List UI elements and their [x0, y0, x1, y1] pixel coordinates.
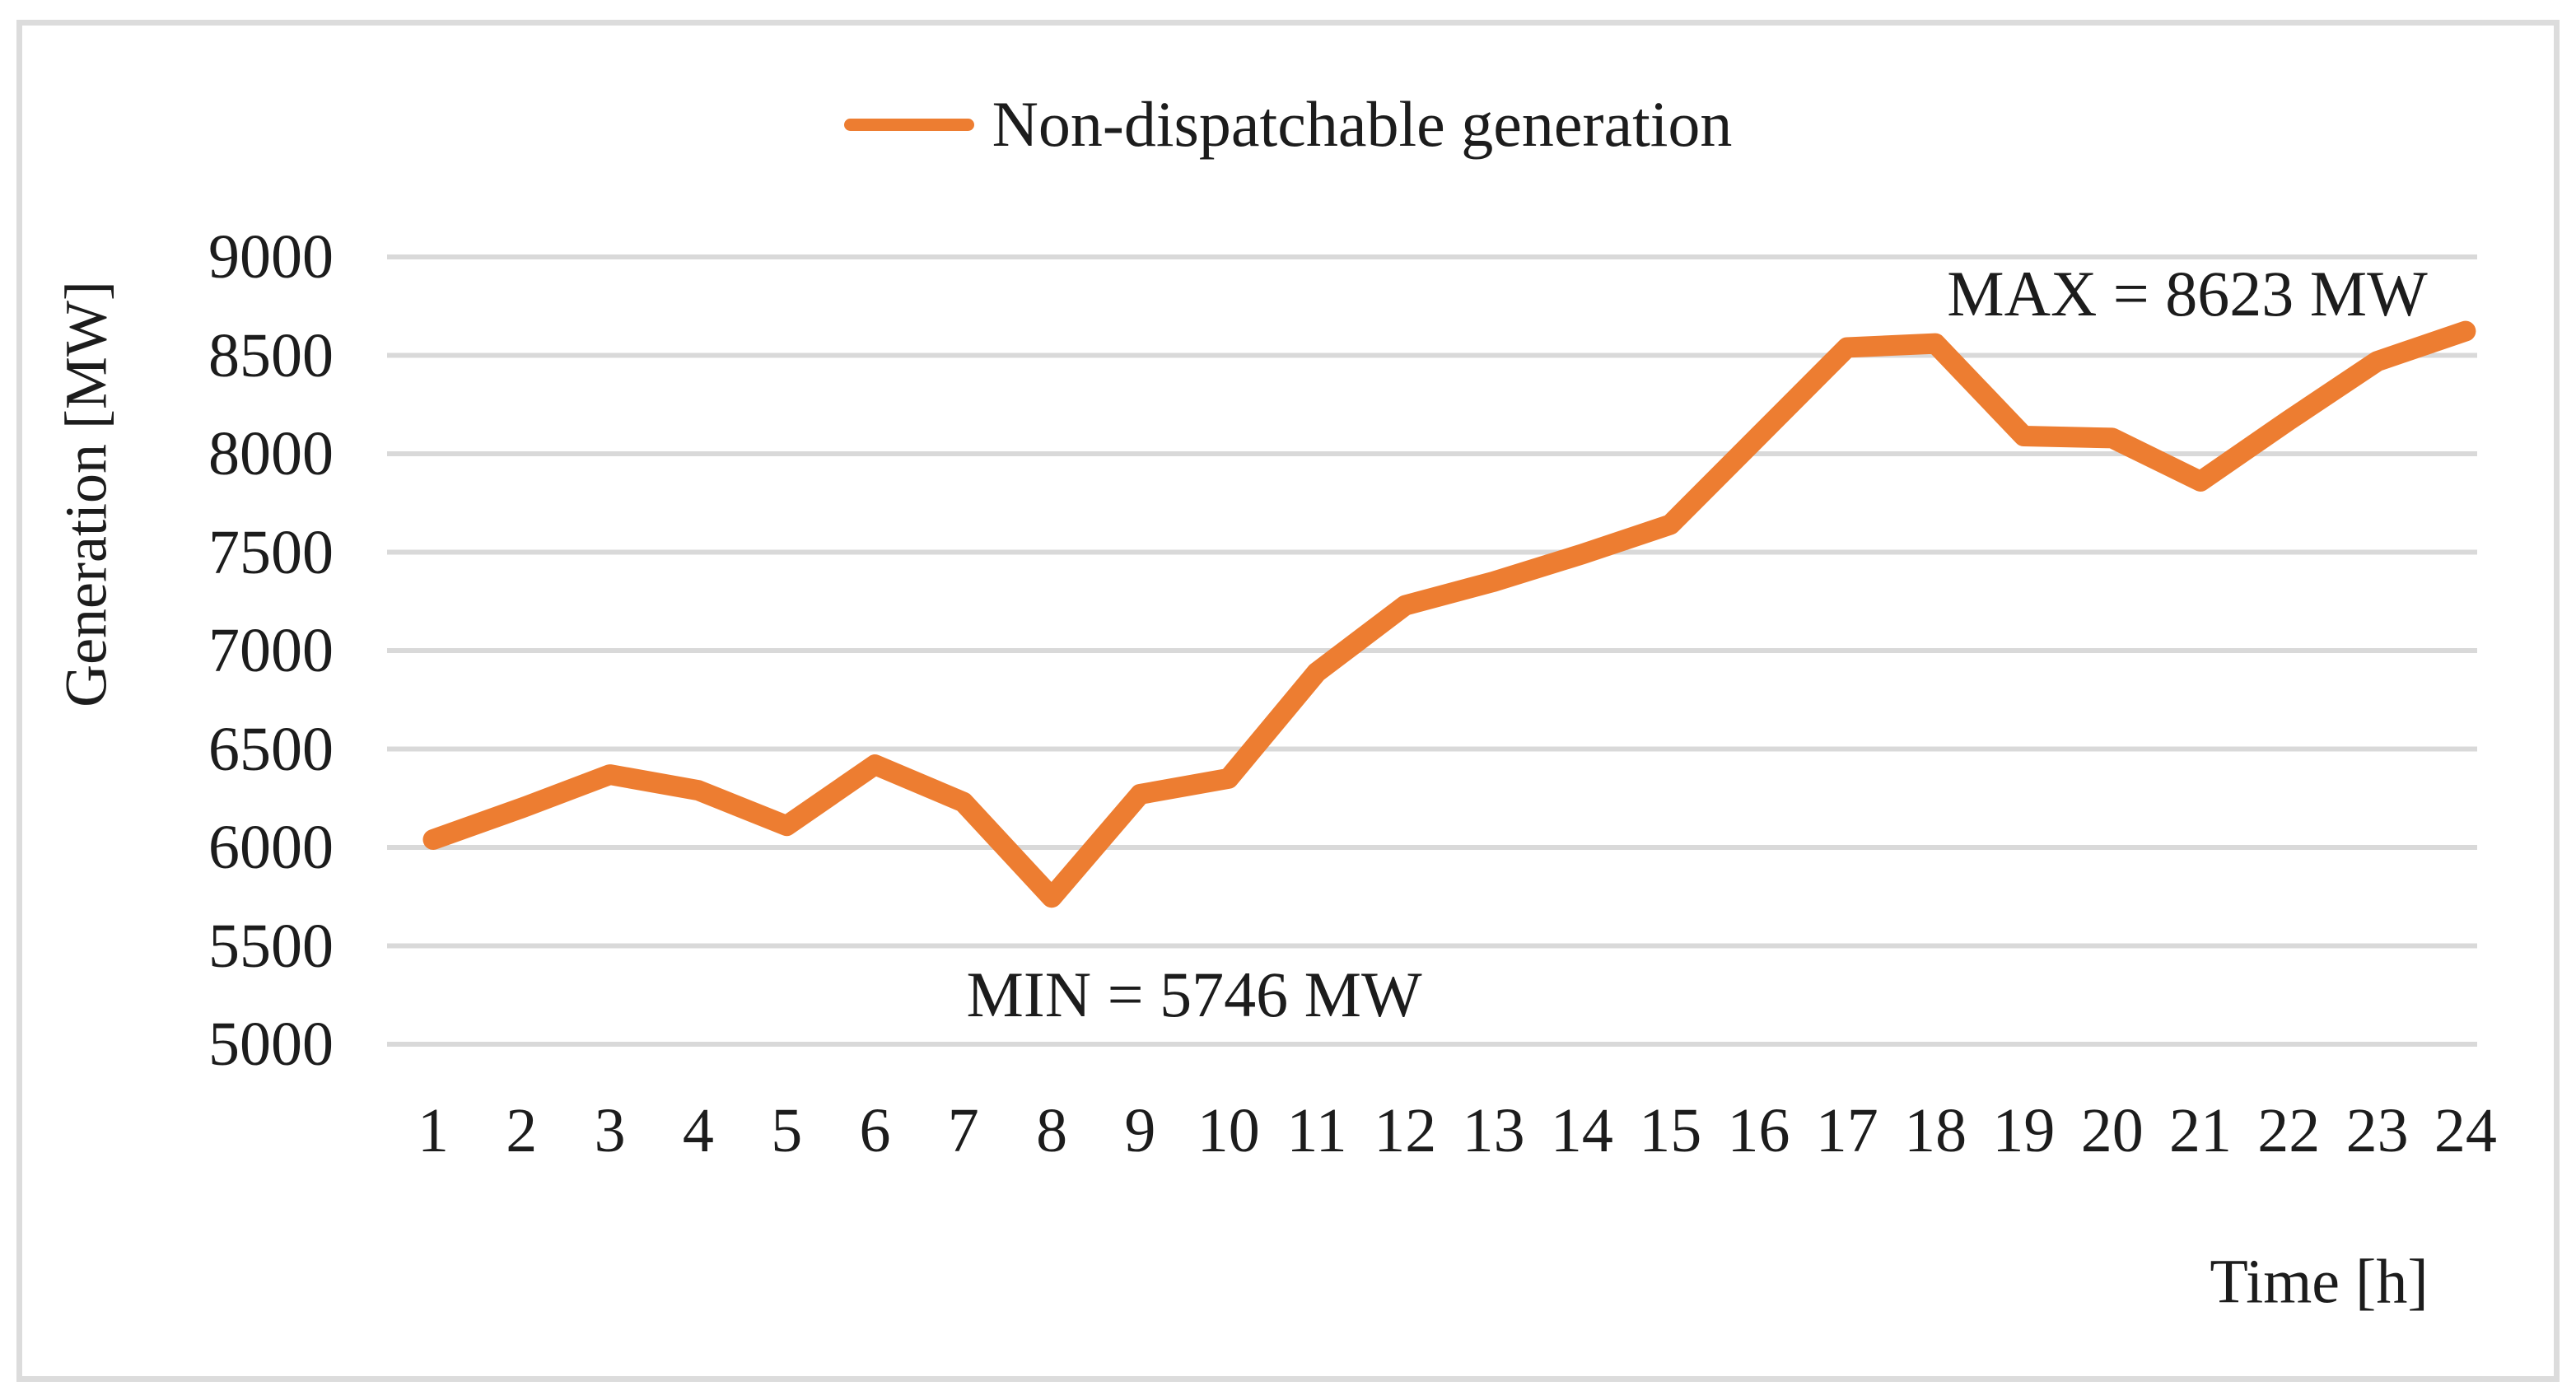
x-tick-label-20: 20	[2080, 1096, 2144, 1165]
x-tick-label-8: 8	[1036, 1096, 1068, 1165]
x-tick-label-11: 11	[1286, 1096, 1347, 1165]
legend-line-swatch	[843, 118, 974, 131]
x-tick-label-13: 13	[1462, 1096, 1525, 1165]
y-tick-label-8500: 8500	[208, 320, 334, 390]
legend: Non-dispatchable generation	[0, 92, 2576, 156]
x-tick-label-9: 9	[1124, 1096, 1156, 1165]
x-axis-title: Time [h]	[2210, 1247, 2429, 1317]
x-tick-label-12: 12	[1374, 1096, 1437, 1165]
y-axis-tick-labels: 9000 8500 8000 7500 7000 6500 6000 5500 5000	[0, 0, 334, 1400]
y-tick-label-5000: 5000	[208, 1010, 334, 1079]
x-tick-label-14: 14	[1550, 1096, 1613, 1165]
x-tick-label-17: 17	[1815, 1096, 1878, 1165]
x-tick-label-6: 6	[859, 1096, 891, 1165]
y-tick-label-8000: 8000	[208, 419, 334, 488]
x-tick-label-4: 4	[682, 1096, 714, 1165]
x-tick-label-1: 1	[418, 1096, 449, 1165]
y-tick-label-6000: 6000	[208, 813, 334, 882]
y-tick-label-7500: 7500	[208, 517, 334, 587]
max-value-annotation: MAX = 8623 MW	[1947, 258, 2428, 329]
x-tick-label-3: 3	[594, 1096, 626, 1165]
x-tick-label-21: 21	[2169, 1096, 2232, 1165]
x-tick-label-16: 16	[1727, 1096, 1790, 1165]
y-axis-title: Generation [MW]	[53, 281, 119, 707]
x-tick-label-19: 19	[1992, 1096, 2056, 1165]
x-tick-label-2: 2	[506, 1096, 538, 1165]
x-tick-label-5: 5	[771, 1096, 803, 1165]
x-tick-label-15: 15	[1639, 1096, 1702, 1165]
y-tick-label-9000: 9000	[208, 222, 334, 292]
figure-border	[16, 20, 2560, 1382]
x-tick-label-23: 23	[2345, 1096, 2409, 1165]
legend-label: Non-dispatchable generation	[992, 88, 1733, 160]
non-dispatchable-generation-series-line	[422, 320, 2476, 908]
y-tick-label-6500: 6500	[208, 714, 334, 784]
y-tick-label-7000: 7000	[208, 616, 334, 685]
y-tick-label-5500: 5500	[208, 911, 334, 981]
x-tick-label-18: 18	[1904, 1096, 1967, 1165]
min-value-annotation: MIN = 5746 MW	[966, 959, 1422, 1030]
x-tick-label-7: 7	[947, 1096, 979, 1165]
x-tick-label-22: 22	[2257, 1096, 2321, 1165]
x-tick-label-10: 10	[1197, 1096, 1260, 1165]
x-tick-label-24: 24	[2434, 1096, 2497, 1165]
